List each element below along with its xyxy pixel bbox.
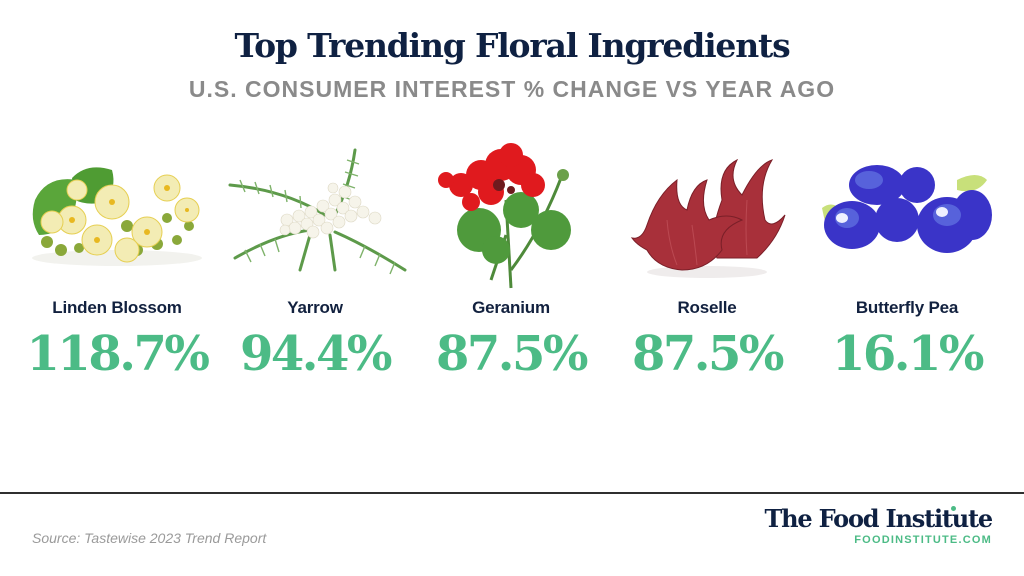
ingredient-list: Linden Blossom 118.7% [0, 140, 1024, 390]
butterfly-pea-image [822, 165, 992, 253]
ingredient-item-yarrow: Yarrow 94.4% [215, 140, 415, 390]
brand-logo: The Food Institute FOODINSTITUTE.COM [764, 504, 994, 547]
ingredient-item-butterfly-pea: Butterfly Pea 16.1% [807, 140, 1007, 390]
ingredient-item-roselle: Roselle 87.5% [607, 140, 807, 390]
ingredient-percent-change: 16.1% [831, 326, 985, 382]
ingredient-percent-change: 87.5% [631, 326, 785, 382]
ingredient-name: Roselle [677, 298, 737, 317]
source-citation: Source: Tastewise 2023 Trend Report [32, 530, 267, 546]
ingredient-item-linden-blossom: Linden Blossom 118.7% [17, 140, 217, 390]
geranium-image [438, 143, 571, 289]
brand-name-text: The Food Institute [764, 504, 994, 533]
brand-dot-icon [951, 506, 956, 511]
ingredient-name: Butterfly Pea [855, 298, 959, 317]
brand-url: FOODINSTITUTE.COM [854, 534, 992, 546]
page-subtitle: U.S. CONSUMER INTEREST % CHANGE VS YEAR … [188, 76, 836, 102]
brand-name: The Food Institute [764, 504, 994, 533]
ingredient-item-geranium: Geranium 87.5% [411, 140, 611, 390]
ingredient-name: Yarrow [287, 298, 343, 317]
footer-divider [0, 492, 1024, 494]
yarrow-image [228, 148, 407, 275]
roselle-image [630, 158, 786, 278]
linden-blossom-image [32, 167, 202, 266]
ingredient-percent-change: 118.7% [26, 326, 210, 382]
ingredient-name: Geranium [472, 298, 550, 317]
ingredient-name: Linden Blossom [52, 298, 182, 317]
page-title: Top Trending Floral Ingredients [234, 26, 791, 65]
ingredient-percent-change: 94.4% [239, 326, 393, 382]
ingredient-percent-change: 87.5% [435, 326, 589, 382]
